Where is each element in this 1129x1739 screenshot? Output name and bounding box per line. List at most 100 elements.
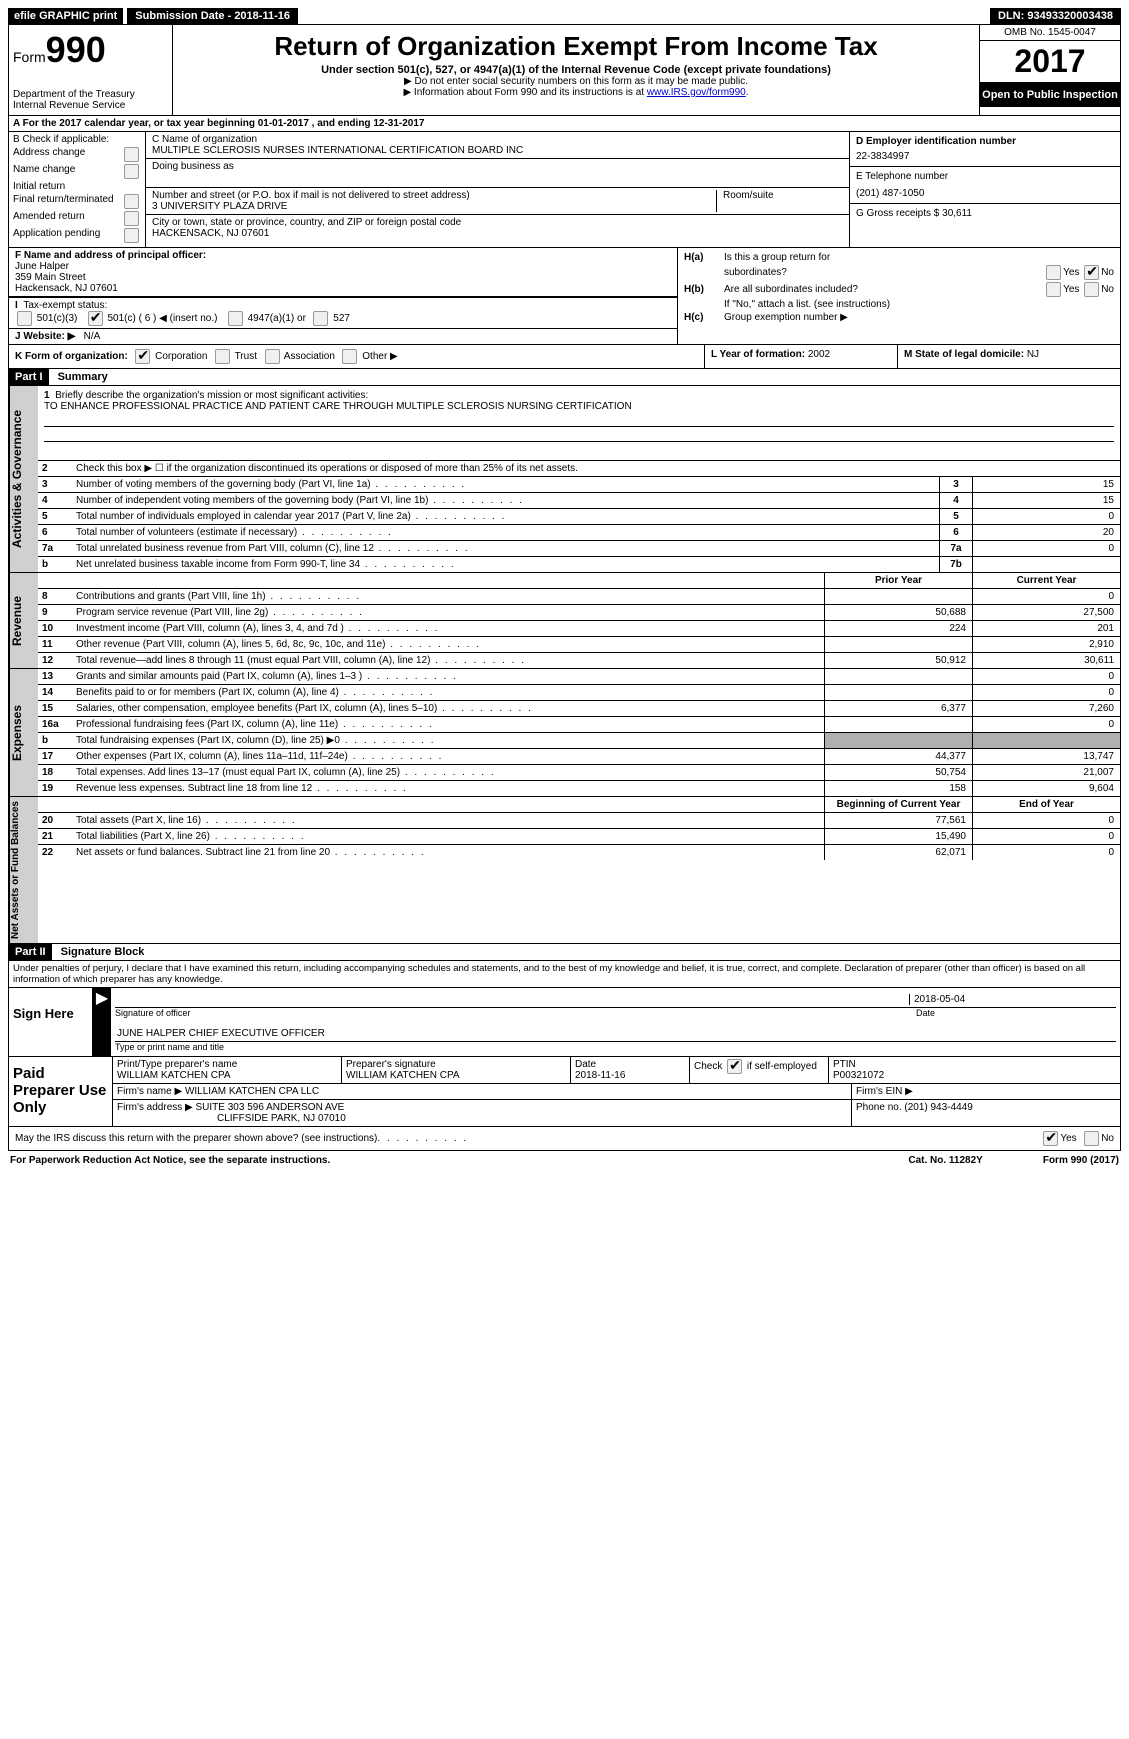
checkbox[interactable]	[342, 349, 357, 364]
part1-header: Part I	[9, 369, 49, 385]
checkbox[interactable]	[228, 311, 243, 326]
ein-value: 22-3834997	[856, 151, 1114, 162]
preparer-block: Paid Preparer Use Only Print/Type prepar…	[8, 1057, 1121, 1127]
col-prior-year: Prior Year	[824, 573, 972, 588]
checkbox[interactable]	[124, 228, 139, 243]
hc-text: Group exemption number ▶	[724, 312, 848, 323]
col-fij: F Name and address of principal officer:…	[9, 248, 678, 344]
gross-receipts: G Gross receipts $ 30,611	[850, 204, 1120, 223]
room-suite: Room/suite	[716, 190, 843, 212]
checkbox-checked[interactable]	[1043, 1131, 1058, 1146]
firm-addr-label: Firm's address ▶	[117, 1102, 193, 1113]
sign-here-label: Sign Here	[9, 988, 93, 1056]
checkbox[interactable]	[1046, 282, 1061, 297]
firm-addr2: CLIFFSIDE PARK, NJ 07010	[217, 1113, 346, 1124]
part1-title: Summary	[52, 369, 114, 385]
checkbox[interactable]	[124, 194, 139, 209]
ptin-label: PTIN	[833, 1059, 1116, 1070]
checkbox-checked[interactable]	[88, 311, 103, 326]
prep-sig: WILLIAM KATCHEN CPA	[346, 1070, 566, 1081]
checkbox[interactable]	[1084, 1131, 1099, 1146]
prep-date-label: Date	[575, 1059, 685, 1070]
checkbox[interactable]	[313, 311, 328, 326]
firm-addr1: SUITE 303 596 ANDERSON AVE	[196, 1102, 345, 1113]
sig-officer-caption: Signature of officer	[115, 1008, 916, 1018]
ha-label: H(a)	[684, 252, 724, 263]
dept-treasury: Department of the Treasury	[13, 89, 168, 100]
col-b-checkboxes: B Check if applicable: Address change Na…	[9, 132, 146, 247]
col-end-year: End of Year	[972, 797, 1120, 812]
part1-expenses: Expenses 13 Grants and similar amounts p…	[8, 669, 1121, 797]
firm-name: WILLIAM KATCHEN CPA LLC	[185, 1086, 319, 1097]
mission-text: TO ENHANCE PROFESSIONAL PRACTICE AND PAT…	[44, 401, 632, 412]
prep-name-label: Print/Type preparer's name	[117, 1059, 337, 1070]
discuss-text: May the IRS discuss this return with the…	[15, 1133, 377, 1144]
checkbox-checked[interactable]	[135, 349, 150, 364]
colb-header: B Check if applicable:	[13, 134, 141, 145]
officer-printed-name: JUNE HALPER CHIEF EXECUTIVE OFFICER	[115, 1026, 1116, 1042]
chk-final: Final return/terminated	[13, 194, 114, 209]
pra-notice: For Paperwork Reduction Act Notice, see …	[10, 1155, 330, 1166]
checkbox[interactable]	[124, 147, 139, 162]
527: 527	[333, 313, 350, 324]
prep-sig-label: Preparer's signature	[346, 1059, 566, 1070]
block-bcd: B Check if applicable: Address change Na…	[8, 132, 1121, 248]
hc-label: H(c)	[684, 312, 724, 323]
org-name: MULTIPLE SCLEROSIS NURSES INTERNATIONAL …	[152, 145, 843, 156]
checkbox[interactable]	[124, 211, 139, 226]
omb-number: OMB No. 1545-0047	[980, 25, 1120, 41]
part2-title: Signature Block	[55, 944, 151, 960]
row-k: K Form of organization: Corporation Trus…	[8, 345, 1121, 369]
dln: DLN: 93493320003438	[990, 8, 1121, 24]
domicile: NJ	[1027, 349, 1039, 360]
prep-name: WILLIAM KATCHEN CPA	[117, 1070, 337, 1081]
irs-link[interactable]: www.IRS.gov/form990	[647, 87, 746, 98]
form-number: 990	[46, 29, 106, 70]
open-public: Open to Public Inspection	[980, 83, 1120, 107]
hb-text2: If "No," attach a list. (see instruction…	[724, 299, 890, 310]
checkbox-checked[interactable]	[1084, 265, 1099, 280]
prep-date: 2018-11-16	[575, 1070, 685, 1081]
checkbox[interactable]	[17, 311, 32, 326]
chk-amended: Amended return	[13, 211, 85, 226]
no-label: No	[1101, 284, 1114, 295]
year-formation-label: L Year of formation:	[711, 349, 808, 360]
city-state-zip: HACKENSACK, NJ 07601	[152, 228, 843, 239]
col-c-org-info: C Name of organization MULTIPLE SCLEROSI…	[146, 132, 849, 247]
checkbox[interactable]	[124, 164, 139, 179]
efile-btn[interactable]: efile GRAPHIC print	[8, 8, 123, 24]
k-trust: Trust	[235, 351, 257, 362]
bottom-footer: For Paperwork Reduction Act Notice, see …	[8, 1151, 1121, 1170]
block-fij-h: F Name and address of principal officer:…	[8, 248, 1121, 345]
checkbox[interactable]	[215, 349, 230, 364]
sidebar-governance: Activities & Governance	[9, 386, 38, 572]
cat-no: Cat. No. 11282Y	[908, 1155, 982, 1166]
mission-label: Briefly describe the organization's miss…	[55, 390, 368, 401]
firm-phone: (201) 943-4449	[904, 1102, 972, 1113]
arrow-icon: ▶	[93, 988, 111, 1056]
checkbox[interactable]	[1046, 265, 1061, 280]
form-subtitle: Under section 501(c), 527, or 4947(a)(1)…	[177, 64, 975, 76]
officer-addr1: 359 Main Street	[15, 272, 86, 283]
501c: 501(c) ( 6 ) ◀ (insert no.)	[107, 313, 217, 324]
ptin-value: P00321072	[833, 1070, 1116, 1081]
sidebar-netassets: Net Assets or Fund Balances	[9, 797, 38, 943]
hb-label: H(b)	[684, 284, 724, 295]
row-a-tax-year: A For the 2017 calendar year, or tax yea…	[8, 116, 1121, 132]
city-label: City or town, state or province, country…	[152, 217, 843, 228]
part1-governance: Activities & Governance 1 Briefly descri…	[8, 386, 1121, 573]
checkbox[interactable]	[1084, 282, 1099, 297]
chk-name: Name change	[13, 164, 75, 179]
sig-disclaimer: Under penalties of perjury, I declare th…	[9, 961, 1120, 987]
no-label: No	[1101, 267, 1114, 278]
501c3: 501(c)(3)	[37, 313, 78, 324]
paid-preparer-label: Paid Preparer Use Only	[9, 1057, 113, 1126]
officer-label: F Name and address of principal officer:	[15, 250, 206, 261]
firm-phone-label: Phone no.	[856, 1102, 904, 1113]
signature-block: Under penalties of perjury, I declare th…	[8, 961, 1121, 1057]
checkbox-checked[interactable]	[727, 1059, 742, 1074]
form-header: Form990 Department of the Treasury Inter…	[8, 24, 1121, 116]
checkbox[interactable]	[265, 349, 280, 364]
irs-label: Internal Revenue Service	[13, 100, 168, 111]
officer-addr2: Hackensack, NJ 07601	[15, 283, 118, 294]
